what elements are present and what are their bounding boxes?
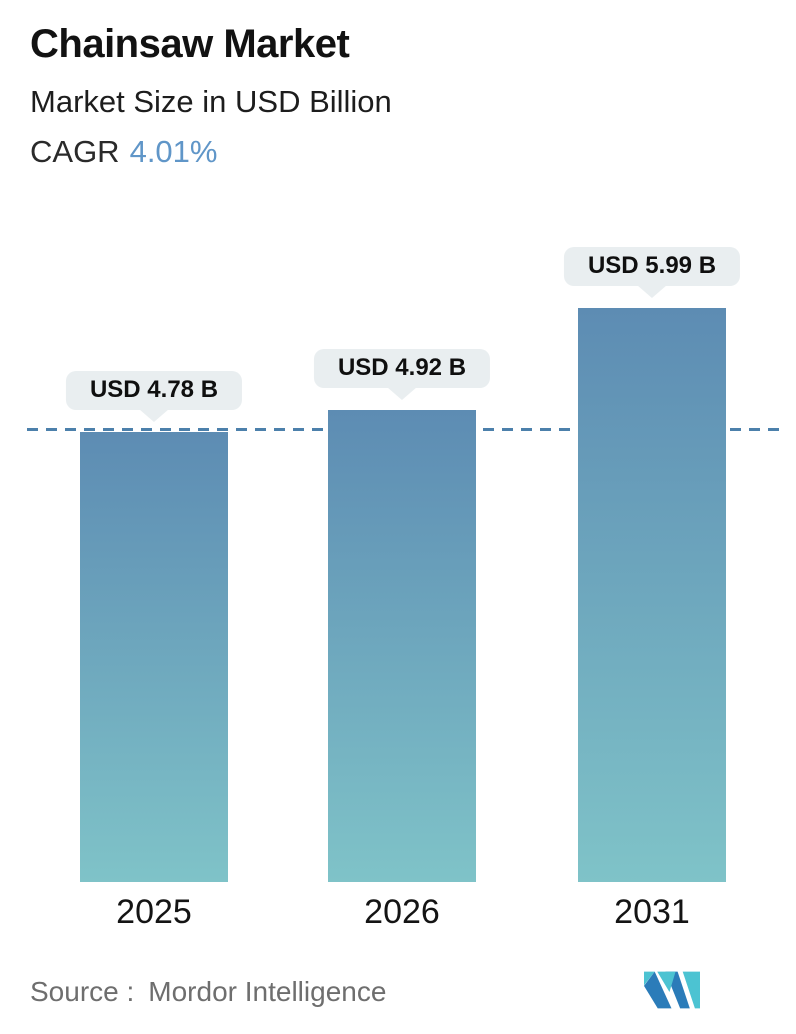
mordor-intelligence-logo <box>644 971 700 1009</box>
value-label: USD 4.92 B <box>313 349 491 388</box>
cagr-line: CAGR 4.01% <box>30 134 217 170</box>
x-axis-label-2026: 2026 <box>364 893 440 931</box>
source-label: Source : <box>30 976 135 1007</box>
chart-subtitle: Market Size in USD Billion <box>30 84 392 119</box>
bar-2025 <box>80 432 228 882</box>
bar-2031 <box>578 308 726 882</box>
value-label: USD 4.78 B <box>65 371 243 410</box>
cagr-label: CAGR <box>30 134 120 169</box>
callout-pointer <box>387 387 417 400</box>
cagr-value: 4.01% <box>129 134 218 169</box>
value-label: USD 5.99 B <box>563 247 741 286</box>
source-value: Mordor Intelligence <box>148 976 387 1007</box>
value-callout: USD 5.99 B <box>563 247 741 298</box>
page-title: Chainsaw Market <box>30 22 350 66</box>
source-attribution: Source : Mordor Intelligence <box>30 976 386 1008</box>
callout-pointer <box>637 285 667 298</box>
callout-pointer <box>139 409 169 422</box>
x-axis-label-2025: 2025 <box>116 893 192 931</box>
value-callout: USD 4.92 B <box>313 349 491 400</box>
x-axis-label-2031: 2031 <box>614 893 690 931</box>
value-callout: USD 4.78 B <box>65 371 243 422</box>
bar-2026 <box>328 410 476 882</box>
